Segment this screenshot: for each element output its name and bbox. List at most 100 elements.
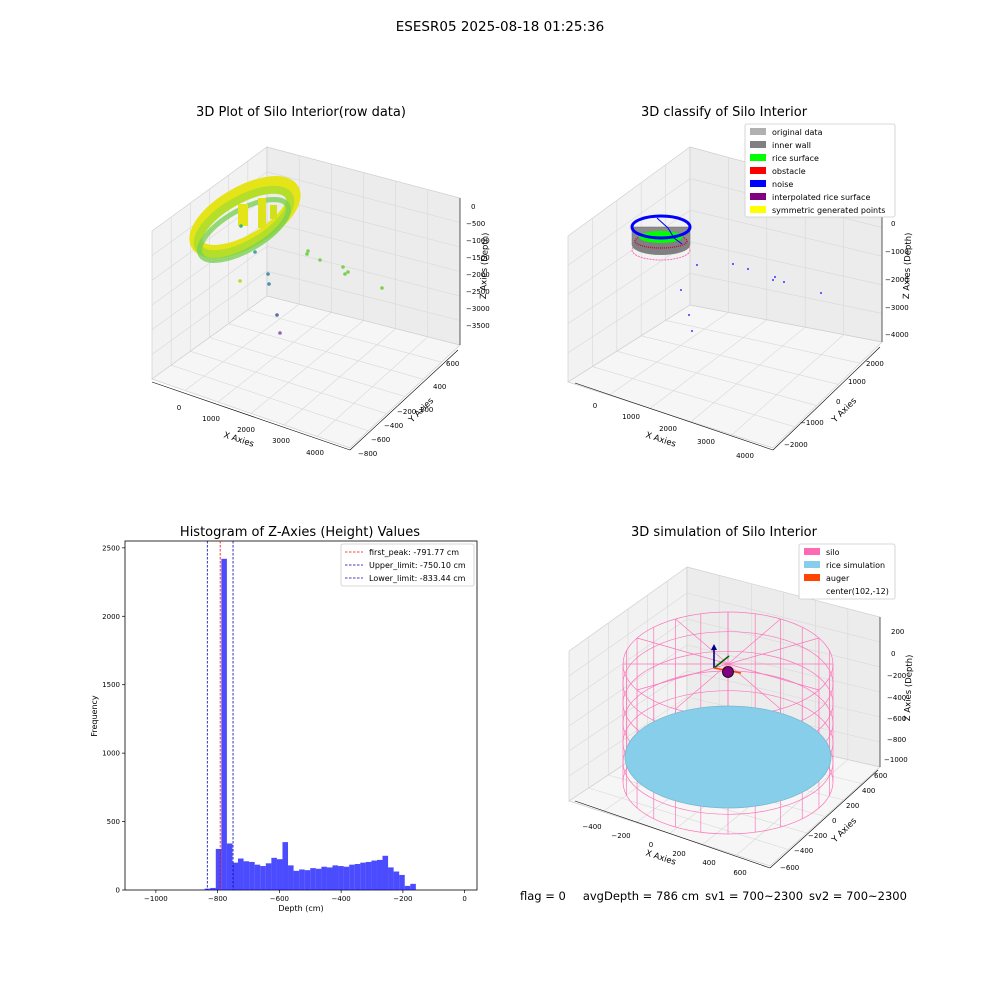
histogram-bar	[338, 866, 344, 890]
histogram-bar	[315, 868, 322, 890]
histogram-bar	[215, 848, 222, 890]
panel2-ylabel: Y Axies	[829, 396, 859, 426]
panel4-ztick: −400	[887, 694, 906, 702]
panel1-xtick: 3000	[272, 437, 290, 445]
panel2-xlabel: X Axies	[644, 430, 677, 449]
xtick-label: −200	[393, 895, 412, 903]
legend-label: inner wall	[772, 141, 811, 150]
scatter-point	[238, 279, 242, 283]
legend-label: Upper_limit: -750.10 cm	[369, 561, 466, 570]
histogram-bar	[293, 870, 300, 890]
histogram-bar	[365, 861, 372, 890]
histogram-bar	[282, 842, 289, 890]
histogram-bar	[238, 858, 244, 890]
panel3-legend: first_peak: -791.77 cm Upper_limit: -750.…	[340, 543, 475, 587]
scatter-point	[266, 272, 270, 276]
panel4-ytick: −200	[808, 832, 827, 840]
panel4-ytick: 400	[862, 787, 875, 795]
histogram-bar	[349, 864, 355, 890]
gridline	[567, 178, 691, 266]
panel2-silo-classes	[630, 214, 692, 261]
panel4-ytick: 200	[846, 802, 859, 810]
histogram-bar	[410, 883, 416, 890]
panel3-legend-items: first_peak: -791.77 cm Upper_limit: -750.…	[345, 548, 466, 583]
panel2-ztick: 0	[891, 220, 895, 228]
panel2-y-axis-line	[772, 346, 881, 451]
gridline	[316, 336, 429, 437]
histogram-bar	[399, 874, 405, 890]
panel2-ztick: −1000	[885, 248, 909, 256]
noise-point	[774, 276, 776, 278]
panel4-xtick: 200	[672, 850, 685, 858]
scatter-point	[318, 258, 322, 262]
noise-point	[732, 263, 734, 265]
panel1-ztick: −1500	[466, 254, 490, 262]
histogram-bar	[376, 859, 383, 890]
panel4-legend: silo rice simulation auger center(102,-12)	[798, 543, 896, 600]
panel4-ztick: 0	[891, 650, 895, 658]
histogram-bar	[243, 861, 250, 890]
panel2-ytick: −2000	[784, 441, 808, 449]
legend-label: symmetric generated points	[772, 206, 885, 215]
noise-point	[772, 279, 774, 281]
legend-label: original data	[772, 128, 823, 137]
gridline	[567, 273, 691, 354]
scatter-point	[305, 252, 309, 256]
ytick-label: 1500	[102, 681, 120, 689]
panel1-silo-point-cloud	[189, 176, 301, 263]
xtick-label: −800	[208, 895, 227, 903]
gridline	[665, 320, 861, 364]
panel2-noise-trail	[656, 217, 683, 245]
panel2-legend: original data inner wall rice surface obsta…	[744, 123, 896, 218]
panel4-xtick: 400	[702, 859, 715, 867]
histogram-bar	[299, 869, 305, 890]
panel4-auger	[711, 644, 742, 678]
noise-point	[783, 281, 785, 283]
panel4-arrow-y	[713, 655, 730, 669]
ytick-label: 2000	[102, 613, 120, 621]
ytick-label: 1000	[102, 750, 120, 758]
panel1-title: 3D Plot of Silo Interior(row data)	[196, 105, 406, 120]
histogram-bar	[265, 863, 272, 890]
xtick-label: −600	[270, 895, 289, 903]
panel2-title: 3D classify of Silo Interior	[641, 105, 808, 120]
panel2-obstacle	[634, 233, 688, 249]
histogram-bar	[232, 862, 239, 890]
silo-spoke	[727, 637, 820, 665]
legend-label: auger	[826, 574, 850, 583]
panel-simulation-3d: 3D simulation of Silo Interior −400 −200…	[568, 525, 915, 877]
histogram-bar	[304, 870, 311, 890]
panel1-ytick: 400	[433, 383, 446, 391]
histogram-bar	[276, 859, 283, 890]
panel4-auger-center	[722, 666, 734, 678]
panel1-ytick: 200	[420, 406, 433, 414]
gridline	[616, 350, 817, 406]
gridline	[567, 241, 691, 324]
panel1-scatter-points	[238, 224, 384, 335]
panel2-legend-items: original data inner wall rice surface obsta…	[750, 128, 885, 215]
legend-label: rice surface	[772, 154, 819, 163]
histogram-bar	[354, 863, 361, 890]
panel3-vlines	[206, 541, 234, 890]
panel1-x-axis-line	[151, 381, 351, 451]
gridline	[567, 209, 691, 295]
panel4-title: 3D simulation of Silo Interior	[631, 525, 818, 540]
silo-spoke	[636, 663, 729, 691]
legend-label: interpolated rice surface	[772, 193, 870, 202]
histogram-bar	[210, 887, 216, 890]
legend-label: Lower_limit: -833.44 cm	[369, 574, 466, 583]
legend-swatch	[750, 180, 766, 187]
sv1-text: sv1 = 700~2300	[705, 889, 804, 903]
silo-spoke	[675, 663, 729, 710]
panel1-ring-fragment	[270, 205, 277, 219]
legend-swatch	[804, 548, 820, 555]
panel1-ytick: −600	[371, 436, 390, 444]
legend-label: rice simulation	[826, 561, 885, 570]
noise-point	[696, 264, 698, 266]
panel3-axes-frame	[124, 540, 478, 891]
histogram-bar	[310, 868, 316, 890]
histogram-bar	[254, 864, 261, 890]
panel-histogram: Histogram of Z-Axies (Height) Values −10…	[90, 525, 478, 913]
panel2-ztick: −3000	[885, 304, 909, 312]
